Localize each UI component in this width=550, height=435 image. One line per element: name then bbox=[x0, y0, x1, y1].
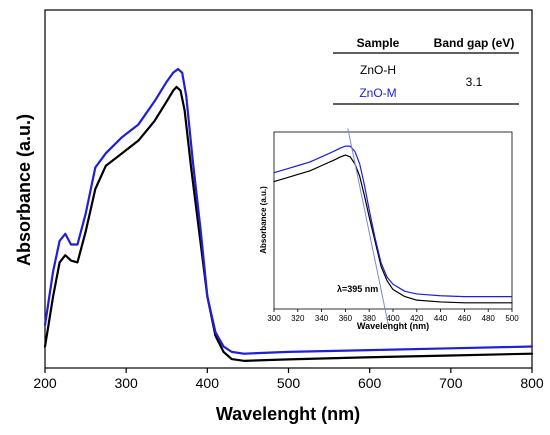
inset-x-tick-label: 460 bbox=[458, 314, 472, 323]
main-x-tick-label: 700 bbox=[439, 375, 463, 391]
inset-x-tick-label: 300 bbox=[267, 314, 281, 323]
table-row-zno-h: ZnO-H bbox=[360, 63, 396, 77]
table-row-zno-m: ZnO-M bbox=[359, 86, 396, 100]
inset-x-tick-label: 420 bbox=[410, 314, 424, 323]
inset-x-axis-label: Wavelenght (nm) bbox=[357, 321, 429, 331]
main-x-axis-label: Wavelenght (nm) bbox=[216, 404, 360, 424]
inset-plot-frame bbox=[273, 131, 513, 310]
inset-x-tick-label: 340 bbox=[315, 314, 329, 323]
inset-series-zno-h-line bbox=[273, 154, 513, 304]
inset-x-tick-label: 360 bbox=[339, 314, 353, 323]
inset-annotation-lambda: λ=395 nm bbox=[337, 284, 378, 294]
main-x-tick-label: 400 bbox=[196, 375, 220, 391]
inset-x-tick-label: 320 bbox=[291, 314, 305, 323]
band-gap-table: Sample Band gap (eV) ZnO-H ZnO-M 3.1 bbox=[333, 36, 519, 105]
inset-x-tick-label: 440 bbox=[434, 314, 448, 323]
inset-x-tick-label: 400 bbox=[386, 314, 400, 323]
main-series-group bbox=[43, 67, 534, 362]
main-x-axis: 200 300 400 500 600 700 800 bbox=[33, 368, 544, 391]
inset-tangent-line bbox=[347, 128, 390, 331]
main-y-axis-label: Absorbance (a.u.) bbox=[14, 114, 34, 266]
table-header-band-gap: Band gap (eV) bbox=[434, 36, 515, 50]
inset-chart: 300 320 340 360 380 400 420 440 460 480 500 Wavele… bbox=[259, 128, 519, 331]
main-x-tick-label: 300 bbox=[114, 375, 138, 391]
inset-x-tick-label: 380 bbox=[363, 314, 377, 323]
main-x-tick-label: 200 bbox=[33, 375, 57, 391]
main-x-tick-label: 500 bbox=[277, 375, 301, 391]
inset-x-tick-label: 500 bbox=[505, 314, 519, 323]
inset-x-tick-label: 480 bbox=[482, 314, 496, 323]
inset-y-axis-label: Absorbance (a.u.) bbox=[259, 186, 268, 254]
inset-series-group bbox=[273, 128, 513, 331]
main-series-zno-m-line bbox=[43, 67, 534, 355]
main-series-zno-h-line bbox=[43, 85, 534, 362]
inset-x-axis: 300 320 340 360 380 400 420 440 460 480 500 bbox=[267, 309, 519, 323]
main-x-tick-label: 600 bbox=[358, 375, 382, 391]
table-header-sample: Sample bbox=[357, 36, 400, 50]
table-band-gap-value: 3.1 bbox=[466, 75, 483, 89]
main-x-tick-label: 800 bbox=[520, 375, 544, 391]
inset-series-zno-m-line bbox=[273, 145, 513, 298]
